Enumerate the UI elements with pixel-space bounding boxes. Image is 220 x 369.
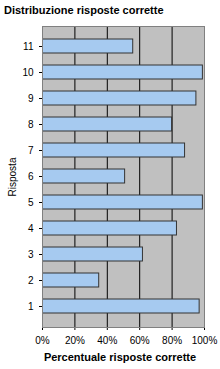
svg-text:4: 4 (28, 223, 34, 234)
svg-text:8: 8 (28, 119, 34, 130)
svg-text:20%: 20% (65, 335, 85, 346)
svg-text:11: 11 (23, 41, 34, 52)
svg-text:3: 3 (28, 249, 34, 260)
svg-text:40%: 40% (97, 335, 117, 346)
svg-text:80%: 80% (162, 335, 182, 346)
svg-text:7: 7 (28, 145, 34, 156)
svg-text:1: 1 (28, 301, 34, 312)
html-text:Percentuale risposte corrette: Percentuale risposte corrette (43, 351, 197, 363)
svg-text:6: 6 (28, 171, 34, 182)
svg-text:60%: 60% (130, 335, 150, 346)
svg-text:10: 10 (22, 67, 34, 78)
html-text:Distribuzione risposte corrett: Distribuzione risposte corrette (4, 4, 164, 16)
svg-text:100%: 100% (192, 335, 218, 346)
svg-text:5: 5 (28, 197, 34, 208)
svg-text:2: 2 (28, 275, 34, 286)
svg-text:9: 9 (28, 93, 34, 104)
svg-text:Risposta: Risposta (7, 157, 18, 196)
svg-text:0%: 0% (35, 335, 50, 346)
